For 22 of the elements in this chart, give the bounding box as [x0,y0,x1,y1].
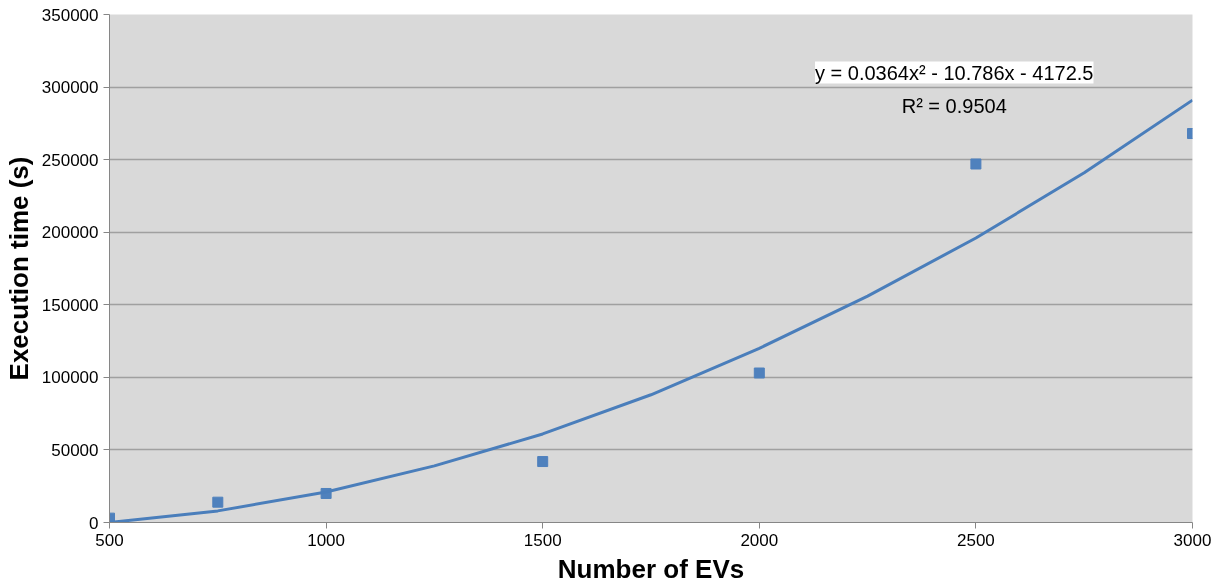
y-axis-title: Execution time (s) [3,156,34,381]
annotation: R² = 0.9504 [901,94,1007,117]
point [537,456,549,468]
x-axis-title: Number of EVs [557,553,745,584]
y-tick-label: 300000 [41,78,99,98]
x-tick-label: 3000 [1173,530,1212,550]
y-tick-label: 100000 [41,368,99,388]
y-tick-label: 50000 [51,440,99,460]
point [970,158,982,170]
y-tick-label: 0 [89,513,99,533]
x-tick-label: 2500 [956,530,995,550]
point [753,367,765,379]
x-tick-label: 500 [95,530,124,550]
x-tick-label: 1500 [523,530,562,550]
y-tick-label: 150000 [41,295,99,315]
x-tick-label: 2000 [740,530,779,550]
annotation: y = 0.0364x² - 10.786x - 4172.5 [814,61,1094,84]
y-tick-label: 350000 [41,5,99,25]
y-tick-label: 250000 [41,150,99,170]
point [212,496,224,508]
x-tick-label: 1000 [307,530,346,550]
y-tick-label: 200000 [41,223,99,243]
